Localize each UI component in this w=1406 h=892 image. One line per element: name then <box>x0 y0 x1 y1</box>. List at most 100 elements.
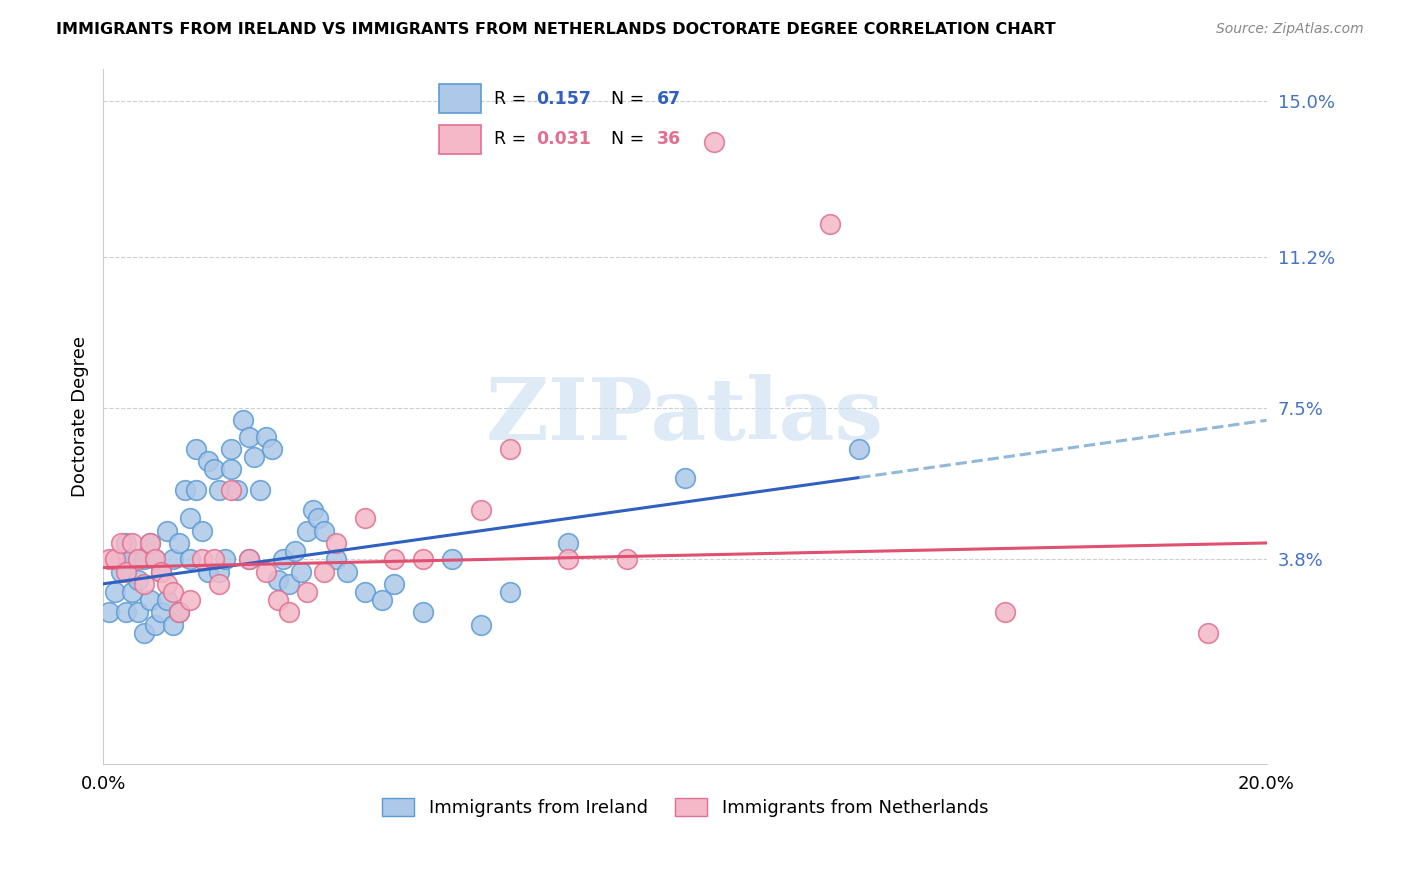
Point <box>150 565 173 579</box>
Point <box>132 626 155 640</box>
Point <box>226 483 249 497</box>
Point <box>214 552 236 566</box>
Point <box>325 552 347 566</box>
Point <box>278 577 301 591</box>
Point <box>132 552 155 566</box>
Point <box>162 585 184 599</box>
Point <box>254 429 277 443</box>
Point <box>260 442 283 456</box>
Point <box>499 442 522 456</box>
Point <box>307 511 329 525</box>
Point <box>186 442 208 456</box>
Point <box>132 577 155 591</box>
Point <box>219 483 242 497</box>
Point <box>110 565 132 579</box>
Point <box>121 585 143 599</box>
Point <box>208 565 231 579</box>
Point <box>179 511 201 525</box>
Point <box>499 585 522 599</box>
Point <box>616 552 638 566</box>
Point <box>249 483 271 497</box>
Text: IMMIGRANTS FROM IRELAND VS IMMIGRANTS FROM NETHERLANDS DOCTORATE DEGREE CORRELAT: IMMIGRANTS FROM IRELAND VS IMMIGRANTS FR… <box>56 22 1056 37</box>
Point <box>994 606 1017 620</box>
Point <box>470 503 492 517</box>
Point <box>208 577 231 591</box>
Point <box>295 524 318 538</box>
Point <box>202 462 225 476</box>
Point <box>145 552 167 566</box>
Point <box>197 565 219 579</box>
Point <box>127 573 149 587</box>
Point <box>127 606 149 620</box>
Point <box>138 536 160 550</box>
Point <box>110 552 132 566</box>
Text: ZIPatlas: ZIPatlas <box>486 374 884 458</box>
Point <box>354 585 377 599</box>
Point <box>371 593 394 607</box>
Point <box>441 552 464 566</box>
Point <box>138 536 160 550</box>
Point <box>412 606 434 620</box>
Point <box>382 577 405 591</box>
Point <box>156 593 179 607</box>
Legend: Immigrants from Ireland, Immigrants from Netherlands: Immigrants from Ireland, Immigrants from… <box>374 790 995 824</box>
Point <box>191 552 214 566</box>
Point <box>219 442 242 456</box>
Point <box>162 617 184 632</box>
Point <box>266 593 288 607</box>
Point <box>254 565 277 579</box>
Point <box>191 524 214 538</box>
Point <box>273 552 295 566</box>
Point <box>145 617 167 632</box>
Point <box>557 552 579 566</box>
Point <box>186 483 208 497</box>
Point <box>325 536 347 550</box>
Point <box>1197 626 1219 640</box>
Point <box>150 606 173 620</box>
Point <box>314 524 336 538</box>
Point <box>202 552 225 566</box>
Point <box>173 483 195 497</box>
Point <box>238 429 260 443</box>
Point <box>179 593 201 607</box>
Point <box>167 606 190 620</box>
Point <box>110 536 132 550</box>
Point <box>673 470 696 484</box>
Point <box>121 536 143 550</box>
Point <box>197 454 219 468</box>
Point <box>115 536 138 550</box>
Point <box>127 552 149 566</box>
Point <box>238 552 260 566</box>
Text: Source: ZipAtlas.com: Source: ZipAtlas.com <box>1216 22 1364 37</box>
Point <box>284 544 307 558</box>
Point <box>848 442 870 456</box>
Point <box>179 552 201 566</box>
Point <box>382 552 405 566</box>
Point <box>470 617 492 632</box>
Point <box>412 552 434 566</box>
Point <box>167 606 190 620</box>
Point <box>290 565 312 579</box>
Point <box>232 413 254 427</box>
Point <box>115 565 138 579</box>
Point <box>97 606 120 620</box>
Point <box>301 503 323 517</box>
Point <box>156 577 179 591</box>
Point <box>278 606 301 620</box>
Point <box>703 135 725 149</box>
Point <box>97 552 120 566</box>
Point <box>295 585 318 599</box>
Point <box>243 450 266 464</box>
Point <box>145 552 167 566</box>
Point <box>115 606 138 620</box>
Y-axis label: Doctorate Degree: Doctorate Degree <box>72 335 89 497</box>
Point <box>121 552 143 566</box>
Point <box>138 593 160 607</box>
Point <box>167 536 190 550</box>
Point <box>820 217 842 231</box>
Point <box>266 573 288 587</box>
Point <box>557 536 579 550</box>
Point <box>104 552 127 566</box>
Point <box>238 552 260 566</box>
Point <box>208 483 231 497</box>
